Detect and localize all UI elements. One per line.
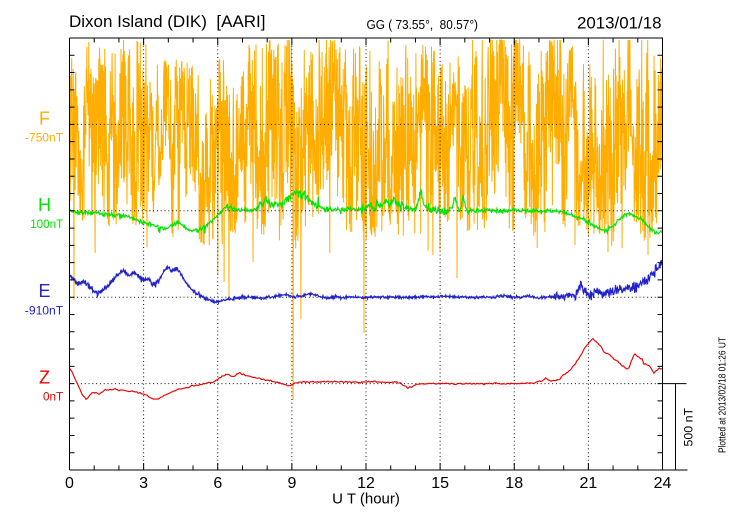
svg-text:2013/01/18: 2013/01/18: [577, 14, 662, 32]
svg-text:12: 12: [357, 475, 375, 492]
svg-text:H: H: [38, 195, 51, 215]
svg-text:0: 0: [65, 475, 74, 492]
svg-text:21: 21: [580, 475, 598, 492]
svg-text:18: 18: [505, 475, 523, 492]
svg-text:Plotted at 2013/02/18 01:26 UT: Plotted at 2013/02/18 01:26 UT: [718, 337, 729, 453]
svg-text:500 nT: 500 nT: [682, 407, 696, 446]
svg-text:6: 6: [213, 475, 222, 492]
svg-text:100nT: 100nT: [30, 217, 64, 231]
svg-text:-910nT: -910nT: [25, 303, 64, 317]
svg-text:24: 24: [654, 475, 672, 492]
svg-text:Z: Z: [39, 368, 50, 388]
svg-text:3: 3: [139, 475, 148, 492]
svg-text:-750nT: -750nT: [25, 131, 64, 145]
svg-text:Dixon Island (DIK) [AARI]: Dixon Island (DIK) [AARI]: [69, 12, 266, 31]
svg-text:15: 15: [431, 475, 449, 492]
svg-text:GG ( 73.55°, 80.57°): GG ( 73.55°, 80.57°): [367, 17, 479, 32]
svg-text:E: E: [38, 281, 50, 301]
svg-text:0nT: 0nT: [43, 390, 64, 404]
svg-text:9: 9: [287, 475, 296, 492]
svg-text:U T (hour): U T (hour): [332, 491, 400, 508]
svg-text:F: F: [39, 108, 50, 128]
